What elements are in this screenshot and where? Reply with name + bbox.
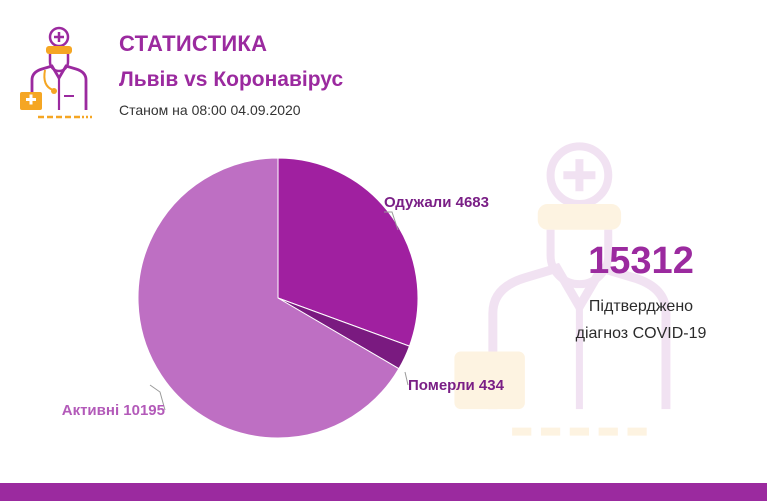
label-deaths-leader-line: [404, 371, 409, 386]
label-recovered-leader-line: [384, 211, 399, 231]
slice-active: [137, 157, 400, 439]
total-confirmed-label: Підтверджено діагноз COVID-19: [536, 293, 746, 347]
label-active-leader-line: [149, 384, 166, 411]
bottom-bar: [0, 483, 767, 501]
doctor-icon: [20, 26, 94, 119]
slice-recovered: [277, 157, 419, 347]
label-active: Активні 10195: [62, 402, 165, 419]
label-deaths: Померли 434: [408, 377, 505, 394]
total-label-line1: Підтверджено: [588, 298, 694, 315]
total-confirmed: 15312: [588, 240, 694, 282]
page-subtitle: Львів vs Коронавірус: [119, 68, 344, 91]
page-title: СТАТИСТИКА: [119, 31, 268, 56]
total-label-line2: діагноз COVID-19: [575, 325, 707, 342]
label-recovered: Одужали 4683: [384, 194, 489, 211]
as-of-date: Станом на 08:00 04.09.2020: [119, 102, 301, 118]
doctor-watermark-icon: [454, 142, 671, 436]
